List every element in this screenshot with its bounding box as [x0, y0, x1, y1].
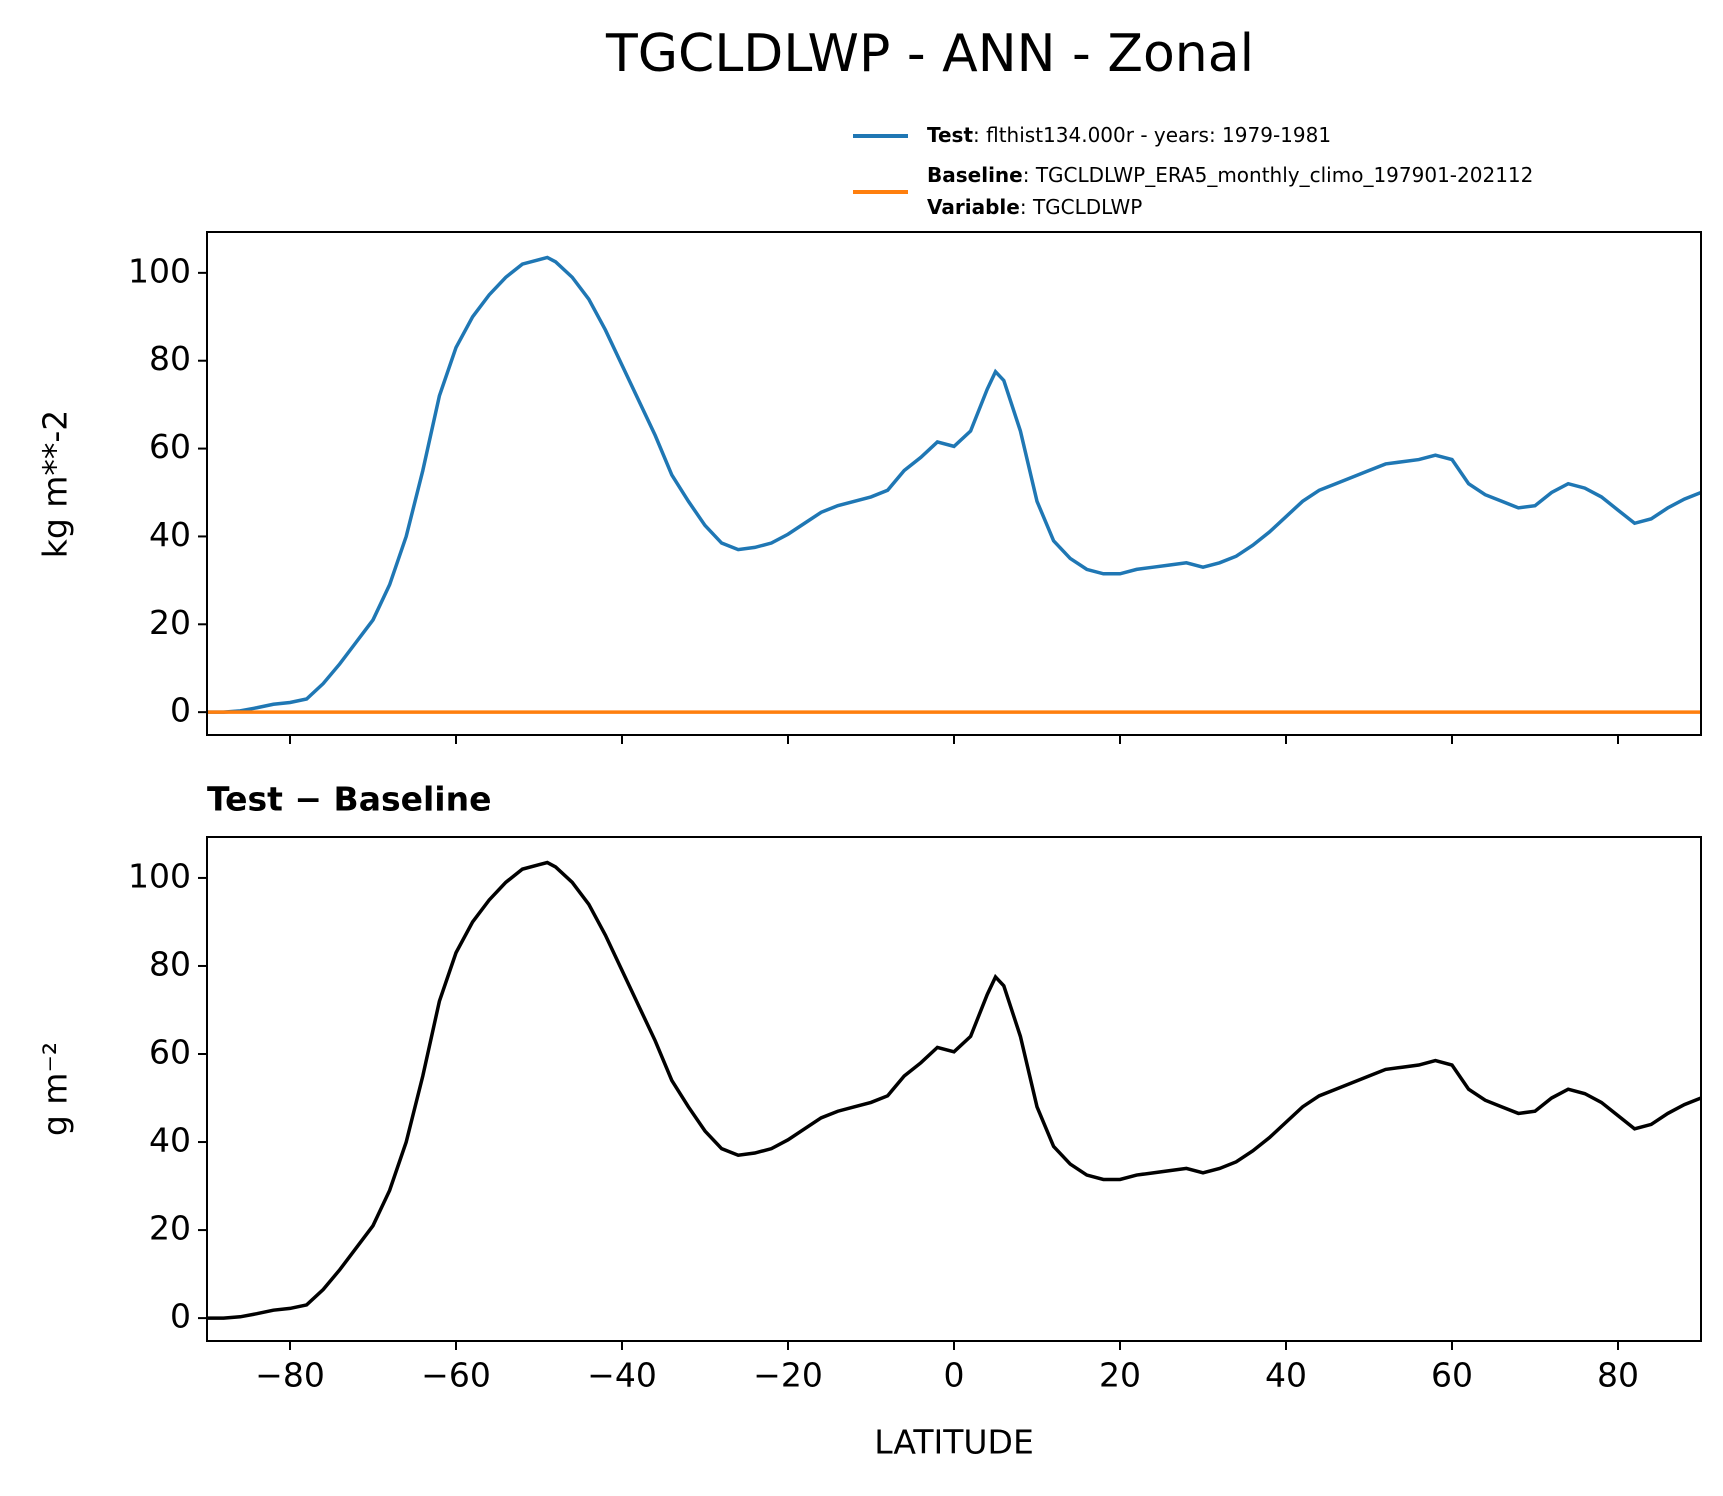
legend-detail: : TGCLDLWP_ERA5_monthly_climo_197901-202… — [1023, 163, 1534, 187]
legend-name: Variable — [927, 195, 1020, 219]
legend-entry: Baseline: TGCLDLWP_ERA5_monthly_climo_19… — [927, 163, 1533, 187]
x-tick-label: 80 — [1597, 1356, 1639, 1395]
data-line — [207, 860, 1701, 1320]
x-tick-label: −80 — [255, 1356, 325, 1395]
data-line — [207, 255, 1701, 714]
y-tick-label: 20 — [149, 1209, 191, 1248]
subtitle: Test − Baseline — [207, 780, 492, 819]
legend-name: Test — [927, 123, 973, 147]
y-tick-label: 80 — [149, 944, 191, 983]
y-axis-label: kg m**-2 — [36, 410, 75, 559]
y-tick-label: 60 — [149, 427, 191, 466]
figure-title: TGCLDLWP - ANN - Zonal — [605, 24, 1254, 84]
y-axis-label: g m⁻² — [36, 1042, 75, 1136]
y-tick-label: 100 — [128, 251, 191, 290]
y-tick-label: 60 — [149, 1033, 191, 1072]
y-tick-label: 100 — [128, 856, 191, 895]
x-axis-label: LATITUDE — [874, 1423, 1034, 1462]
x-tick-label: −20 — [753, 1356, 823, 1395]
legend-name: Baseline — [927, 163, 1023, 187]
y-tick-label: 20 — [149, 603, 191, 642]
plot-frame — [206, 836, 1702, 1342]
x-tick-label: 20 — [1099, 1356, 1141, 1395]
y-tick-label: 40 — [149, 515, 191, 554]
legend-detail: : flthist134.000r - years: 1979-1981 — [973, 123, 1331, 147]
plot-frame — [206, 231, 1702, 736]
y-tick-label: 40 — [149, 1121, 191, 1160]
legend-detail: : TGCLDLWP — [1020, 195, 1142, 219]
x-tick-label: −40 — [587, 1356, 657, 1395]
y-tick-label: 0 — [170, 1297, 191, 1336]
x-tick-label: 40 — [1265, 1356, 1307, 1395]
y-tick-label: 80 — [149, 339, 191, 378]
x-tick-label: 0 — [944, 1356, 965, 1395]
x-tick-label: 60 — [1431, 1356, 1473, 1395]
legend-entry: Variable: TGCLDLWP — [927, 195, 1142, 219]
y-tick-label: 0 — [170, 691, 191, 730]
legend-entry: Test: flthist134.000r - years: 1979-1981 — [927, 123, 1331, 147]
x-tick-label: −60 — [421, 1356, 491, 1395]
